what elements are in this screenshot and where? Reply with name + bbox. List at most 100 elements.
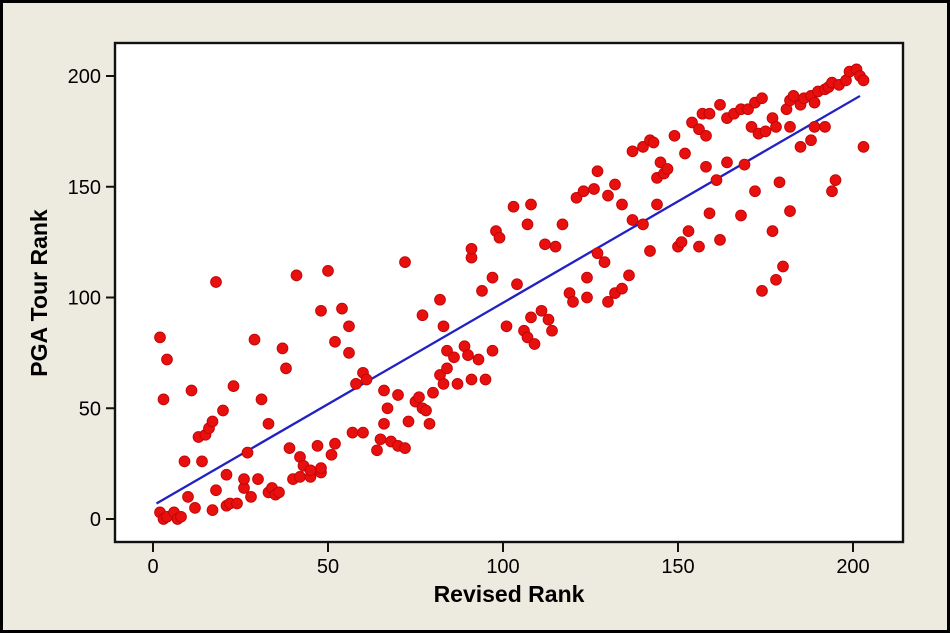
data-point <box>185 384 198 397</box>
data-point <box>493 231 506 244</box>
data-point <box>703 107 716 120</box>
data-point <box>161 353 173 366</box>
data-point <box>756 285 768 297</box>
data-point <box>535 304 548 317</box>
data-point <box>441 362 453 375</box>
data-point <box>343 320 355 333</box>
data-point <box>591 247 604 260</box>
data-point <box>703 207 716 220</box>
data-point <box>241 446 254 459</box>
data-point <box>693 240 705 253</box>
data-point <box>252 473 264 485</box>
data-point <box>217 404 229 417</box>
data-point <box>371 444 383 457</box>
data-point <box>374 433 387 446</box>
data-point <box>437 378 450 390</box>
data-point <box>770 273 782 286</box>
data-point <box>206 504 219 516</box>
data-point <box>647 136 660 149</box>
data-point <box>710 174 723 186</box>
data-point <box>283 442 296 454</box>
data-point <box>686 116 698 129</box>
data-point <box>416 309 429 322</box>
data-point <box>637 218 649 231</box>
data-point <box>315 462 327 474</box>
data-point <box>304 464 317 477</box>
data-point <box>602 189 614 202</box>
data-point <box>329 437 341 450</box>
data-point <box>588 183 600 195</box>
data-point <box>542 313 555 326</box>
data-point <box>749 185 761 198</box>
data-point <box>273 486 285 499</box>
axis-ticks: 0 50 100 150 200 0 50 100 150 200 <box>68 66 870 578</box>
data-point <box>157 393 170 406</box>
data-point <box>486 271 499 284</box>
data-point <box>808 121 821 133</box>
data-point <box>682 225 695 237</box>
data-point <box>539 238 551 251</box>
data-point <box>609 178 621 191</box>
data-point <box>525 311 537 324</box>
data-point <box>623 269 635 282</box>
data-point <box>721 156 733 169</box>
data-point <box>276 342 289 355</box>
data-point <box>857 74 870 87</box>
data-point <box>577 185 590 198</box>
data-point <box>556 218 569 231</box>
data-point <box>808 96 821 109</box>
data-point <box>350 378 362 390</box>
data-point <box>175 510 187 523</box>
data-point <box>472 353 485 366</box>
data-point <box>829 174 842 186</box>
data-point <box>521 218 534 231</box>
data-point <box>346 426 359 439</box>
data-point <box>668 129 681 142</box>
data-point <box>787 90 800 102</box>
data-point <box>598 256 611 268</box>
data-point <box>322 265 334 277</box>
data-point <box>626 214 639 226</box>
data-point <box>507 200 520 213</box>
data-point <box>465 373 478 386</box>
data-point <box>378 384 390 397</box>
data-point <box>154 331 166 344</box>
data-point <box>399 256 411 268</box>
data-point <box>206 415 219 428</box>
data-point <box>511 278 523 291</box>
data-point <box>773 176 786 189</box>
data-point <box>245 491 257 503</box>
y-tick-label: 150 <box>68 177 101 199</box>
data-point <box>248 333 261 346</box>
data-point <box>486 344 499 357</box>
data-point <box>500 320 513 333</box>
data-point <box>784 121 796 133</box>
data-point <box>805 134 817 147</box>
data-point <box>423 417 436 430</box>
data-point <box>210 276 222 288</box>
data-point <box>759 125 772 138</box>
y-axis-title: PGA Tour Rank <box>26 209 52 377</box>
data-point <box>255 393 268 406</box>
data-point <box>336 302 348 315</box>
data-point <box>448 351 460 364</box>
data-point <box>777 260 789 273</box>
data-point <box>738 158 751 171</box>
data-point <box>231 497 243 510</box>
data-point <box>392 389 404 401</box>
data-point <box>465 242 478 255</box>
data-point <box>794 141 807 153</box>
data-point <box>311 440 324 452</box>
data-point <box>700 129 712 142</box>
data-point <box>325 448 338 461</box>
data-point <box>476 285 488 297</box>
data-point <box>637 141 649 153</box>
data-point <box>675 236 688 248</box>
x-tick-label: 200 <box>836 556 869 578</box>
data-point <box>679 147 691 160</box>
scatter-plot: 0 50 100 150 200 0 50 100 150 200 Revised Rank PG… <box>26 41 905 607</box>
data-point <box>591 165 604 178</box>
data-point <box>525 198 537 211</box>
x-tick-label: 0 <box>147 556 158 578</box>
